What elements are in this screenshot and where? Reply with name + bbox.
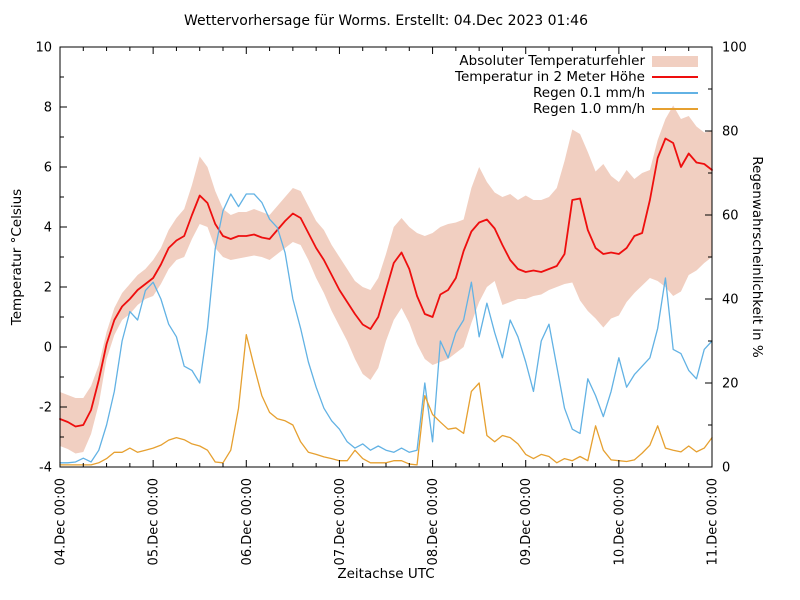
rain10-line-swatch bbox=[652, 108, 698, 110]
svg-text:08.Dec 00:00: 08.Dec 00:00 bbox=[426, 478, 441, 565]
rain-01-line bbox=[59, 193, 713, 464]
svg-text:8: 8 bbox=[44, 101, 52, 116]
y-axis-right-label: Regenwahrscheinlichkeit in % bbox=[749, 156, 765, 358]
page-title: Wettervorhersage für Worms. Erstellt: 04… bbox=[183, 13, 588, 29]
legend-item-temperature-error: Absoluter Temperaturfehler bbox=[459, 53, 698, 69]
rain-10-line bbox=[59, 334, 713, 466]
svg-text:0: 0 bbox=[44, 341, 52, 356]
svg-text:100: 100 bbox=[722, 41, 747, 56]
svg-text:07.Dec 00:00: 07.Dec 00:00 bbox=[333, 478, 348, 565]
svg-text:10: 10 bbox=[35, 41, 52, 56]
y-axis-left-label: Temperatur °Celsius bbox=[9, 188, 25, 326]
legend-label: Regen 1.0 mm/h bbox=[533, 101, 645, 117]
svg-text:11.Dec 00:00: 11.Dec 00:00 bbox=[706, 478, 721, 565]
svg-text:80: 80 bbox=[722, 125, 739, 140]
y-right-tick-labels: 0 20 40 60 80 100 bbox=[722, 41, 747, 476]
svg-text:-2: -2 bbox=[39, 401, 52, 416]
svg-text:0: 0 bbox=[722, 461, 730, 476]
legend-item-rain01: Regen 0.1 mm/h bbox=[533, 85, 698, 101]
legend-item-temperature: Temperatur in 2 Meter Höhe bbox=[455, 69, 698, 85]
legend-label: Temperatur in 2 Meter Höhe bbox=[455, 69, 645, 85]
y-left-tick-labels: -4 -2 0 2 4 6 8 10 bbox=[35, 41, 52, 476]
svg-text:09.Dec 00:00: 09.Dec 00:00 bbox=[519, 478, 534, 565]
band-swatch bbox=[652, 55, 698, 67]
temperature-line bbox=[59, 137, 713, 428]
svg-text:4: 4 bbox=[44, 221, 52, 236]
svg-text:-4: -4 bbox=[39, 461, 52, 476]
svg-text:6: 6 bbox=[44, 161, 52, 176]
svg-text:05.Dec 00:00: 05.Dec 00:00 bbox=[147, 478, 162, 565]
legend-label: Absoluter Temperaturfehler bbox=[459, 53, 645, 69]
x-axis-label: Zeitachse UTC bbox=[337, 566, 435, 582]
legend-label: Regen 0.1 mm/h bbox=[533, 85, 645, 101]
svg-text:06.Dec 00:00: 06.Dec 00:00 bbox=[240, 478, 255, 565]
tick-marks bbox=[59, 46, 713, 468]
svg-text:04.Dec 00:00: 04.Dec 00:00 bbox=[54, 478, 69, 565]
error-band-area bbox=[60, 105, 712, 454]
x-tick-labels: 04.Dec 00:00 05.Dec 00:00 06.Dec 00:00 07.D… bbox=[54, 478, 721, 565]
svg-text:40: 40 bbox=[722, 293, 739, 308]
svg-text:20: 20 bbox=[722, 377, 739, 392]
svg-text:60: 60 bbox=[722, 209, 739, 224]
temperature-line-swatch bbox=[652, 76, 698, 78]
legend-item-rain10: Regen 1.0 mm/h bbox=[533, 101, 698, 117]
rain01-line-swatch bbox=[652, 92, 698, 94]
svg-text:10.Dec 00:00: 10.Dec 00:00 bbox=[612, 478, 627, 565]
svg-text:2: 2 bbox=[44, 281, 52, 296]
